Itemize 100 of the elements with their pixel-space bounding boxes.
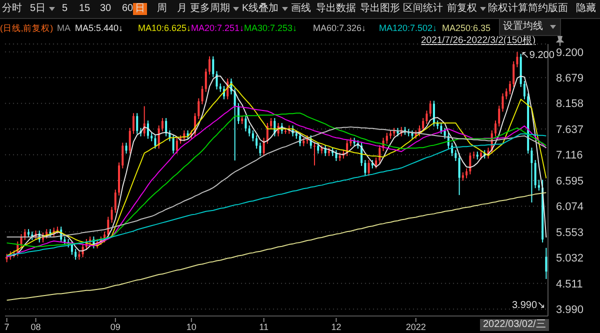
x-tick-label: 2022 [406, 322, 426, 332]
x-tick-label: 12 [331, 322, 342, 332]
candlestick [208, 56, 211, 76]
candlestick [216, 70, 218, 90]
candlestick [508, 80, 511, 95]
candlestick [154, 134, 156, 150]
candlestick [256, 134, 258, 150]
text: (日线,前复权) [0, 22, 54, 34]
candlestick [161, 118, 164, 132]
candlestick [454, 150, 457, 162]
x-tick-label: 10 [186, 322, 196, 332]
candlestick [252, 130, 254, 142]
candlestick [244, 115, 247, 132]
candlestick [368, 160, 370, 176]
text: 画线 [291, 3, 311, 15]
candlestick [270, 118, 272, 130]
candlestick [132, 112, 134, 134]
candlestick [545, 247, 548, 280]
text: K线叠加 [242, 3, 279, 15]
y-tick-label: 6.074 [556, 201, 584, 214]
text: 导出图形 [360, 3, 400, 15]
candlestick [386, 132, 388, 144]
candlestick [534, 160, 536, 189]
candlestick [198, 98, 200, 120]
text: 5 [62, 3, 68, 15]
candlestick [516, 51, 518, 68]
text: 更多周期 [190, 3, 230, 15]
candlestick [317, 142, 320, 154]
candlestick [458, 152, 460, 196]
candlestick [107, 216, 110, 238]
candlestick [128, 127, 131, 154]
candlestick [502, 92, 504, 112]
text: 5日 [30, 3, 46, 15]
text: MA20:7.251↓ [191, 22, 244, 34]
x-tick-label: 7 [4, 322, 10, 332]
text: 隐藏 [576, 3, 596, 15]
candlestick [172, 134, 174, 154]
y-tick-label: 4.511 [556, 278, 583, 290]
candlestick [432, 100, 435, 127]
candlestick [136, 112, 138, 134]
candlestick [364, 160, 366, 176]
line-series [6, 192, 547, 301]
text: 月 [177, 3, 187, 15]
y-tick-label: 5.553 [556, 226, 584, 239]
candlestick [523, 80, 526, 100]
text: 60 [122, 3, 134, 15]
y-tick-label: 5.032 [556, 252, 584, 265]
text: MA [57, 22, 70, 34]
candlestick [498, 105, 500, 127]
y-tick-label: 8.679 [556, 72, 584, 85]
text: MA250:6.35 [442, 22, 491, 34]
candlestick [24, 228, 26, 240]
x-tick-label: 11 [259, 322, 268, 332]
text: 除权计算 [488, 3, 528, 15]
annotation: ↖9.200 [521, 50, 554, 62]
candlestick [494, 120, 496, 137]
text: MA10:6.625↓ [138, 22, 192, 34]
text: 前复权 [447, 3, 477, 15]
text: 日 [135, 3, 145, 15]
candlestick [259, 142, 262, 157]
candlestick [512, 60, 515, 88]
candlestick [114, 189, 116, 214]
text: 导出数据 [316, 3, 356, 15]
text: 分时 [2, 3, 22, 15]
candlestick [440, 122, 442, 134]
candlestick [466, 168, 468, 179]
candlestick [74, 248, 77, 260]
text: 简约版面 [528, 3, 568, 15]
candlestick [422, 118, 424, 132]
candlestick [176, 137, 178, 154]
text: MA5:5.440↓ [75, 22, 124, 34]
candlestick [110, 206, 113, 224]
text: 15 [79, 3, 90, 15]
candlestick [469, 152, 472, 175]
text: 30 [100, 3, 112, 15]
candlestick [538, 179, 540, 192]
y-tick-label: 8.158 [556, 98, 584, 110]
candlestick [480, 150, 482, 160]
text: MA30:7.253↓ [244, 22, 298, 34]
candlestick [204, 68, 207, 92]
y-tick-label: 7.116 [556, 150, 583, 162]
candlestick [375, 157, 378, 169]
text: 设置均线 [503, 21, 543, 33]
candlestick [122, 142, 124, 169]
candlestick [530, 147, 533, 203]
candlestick [444, 127, 446, 140]
y-tick-label: 3.990 [556, 304, 584, 316]
y-tick-label: 9.200 [556, 46, 584, 59]
annotation: 3.990↘ [512, 300, 546, 312]
candlestick [146, 120, 149, 140]
candlestick [70, 240, 73, 256]
candlestick [505, 88, 508, 100]
candlestick [20, 234, 22, 248]
x-tick-label: 08 [30, 322, 41, 332]
text: 区间统计 [403, 3, 443, 15]
candlestick [378, 144, 381, 164]
candlestick [201, 85, 204, 105]
y-tick-label: 6.595 [556, 175, 584, 188]
candlestick [429, 100, 432, 118]
text: MA60:7.326↓ [313, 22, 366, 34]
